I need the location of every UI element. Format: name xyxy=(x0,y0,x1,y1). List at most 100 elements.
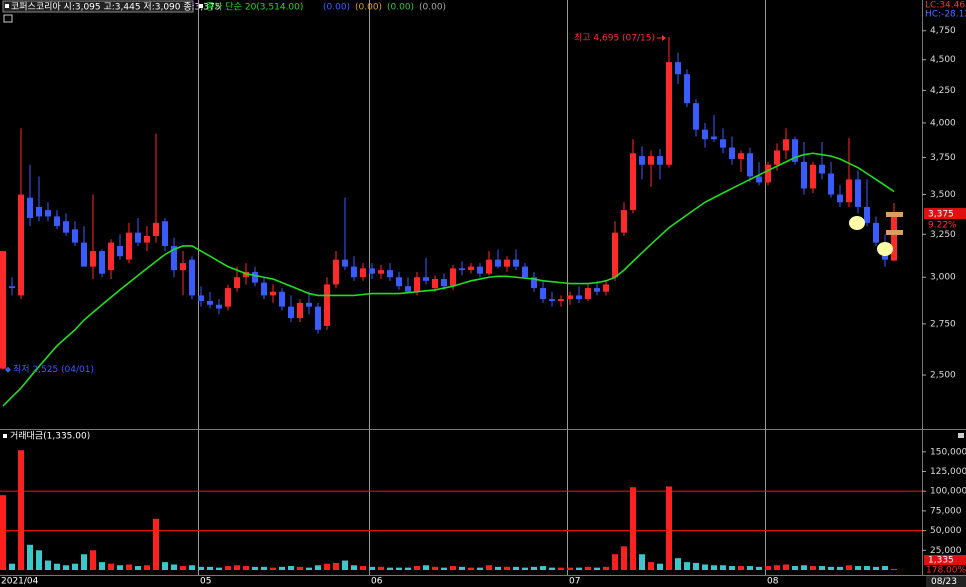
chart-title: 코퍼스코리아 시:3,095 고:3,445 저:3,090 종:3,375 xyxy=(11,2,220,13)
volume-bar xyxy=(234,565,240,570)
volume-bar xyxy=(126,564,132,570)
candle-body xyxy=(765,164,771,183)
candle-body xyxy=(891,214,897,261)
volume-bar xyxy=(99,562,105,570)
candle-body xyxy=(225,288,231,307)
candle-body xyxy=(396,277,402,287)
candle-body xyxy=(279,291,285,307)
volume-bar xyxy=(729,566,735,570)
candle-body xyxy=(414,277,420,292)
candle-body xyxy=(72,229,78,243)
volume-bar xyxy=(27,544,33,570)
candle-body xyxy=(594,288,600,292)
volume-bar xyxy=(216,567,222,570)
signal-bar xyxy=(886,230,903,235)
signal-bar xyxy=(886,212,903,217)
volume-bar xyxy=(513,566,519,570)
candle-body xyxy=(54,216,60,227)
candle-body xyxy=(45,210,51,217)
header-box xyxy=(2,0,194,13)
candle-body xyxy=(702,129,708,140)
volume-bar xyxy=(846,565,852,570)
candle-body xyxy=(504,259,510,267)
moving-average xyxy=(2,152,895,407)
candle-body xyxy=(828,173,834,195)
volume-bar xyxy=(810,566,816,570)
highlight xyxy=(849,216,865,230)
min-label: 최저 2,525 (04/01) xyxy=(13,364,94,375)
last-volume-box xyxy=(924,555,966,565)
panel-button[interactable] xyxy=(958,433,964,438)
candle-body xyxy=(27,197,33,219)
candle-body xyxy=(810,164,816,189)
change-label: 9.22% xyxy=(928,221,957,231)
volume-bar xyxy=(657,563,663,570)
volume-bar xyxy=(9,563,15,570)
candle-body xyxy=(711,136,717,140)
volume-bar xyxy=(684,562,690,570)
y-tick-label: 2,500 xyxy=(930,371,956,381)
candle-body xyxy=(738,153,744,159)
ma-legend: 종가 단순 20(3,514.00) xyxy=(206,2,303,13)
volume-bar xyxy=(603,566,609,570)
volume-bar xyxy=(585,566,591,570)
volume-bar xyxy=(342,560,348,570)
candle-body xyxy=(342,259,348,267)
indicator-value: (0.00) xyxy=(323,3,350,13)
x-tick-label: 2021/04 xyxy=(1,577,39,587)
max-label: 최고 4,695 (07/15) xyxy=(574,32,655,43)
x-tick-label: 08 xyxy=(767,577,779,587)
indicator-value: (0.00) xyxy=(419,3,446,13)
candle-body xyxy=(126,232,132,260)
volume-bar xyxy=(783,564,789,570)
candle-body xyxy=(369,268,375,274)
volume-bar xyxy=(873,566,879,570)
volume-bar xyxy=(495,566,501,570)
volume-bar xyxy=(351,565,357,570)
volume-bar xyxy=(864,566,870,570)
volume-bar xyxy=(594,567,600,570)
candle-body xyxy=(792,139,798,162)
candle-body xyxy=(567,295,573,300)
y-tick-label: 4,750 xyxy=(930,26,956,36)
y-tick-label: 25,000 xyxy=(930,546,962,556)
candle-body xyxy=(801,161,807,189)
candle-body xyxy=(576,295,582,300)
volume-bar xyxy=(18,450,24,570)
candle-body xyxy=(180,263,186,271)
hc-label: HC:-28.12 xyxy=(925,10,966,20)
candle-body xyxy=(189,259,195,296)
candle-body xyxy=(837,194,843,203)
candle-body xyxy=(486,259,492,274)
indicator-value: (0.00) xyxy=(355,3,382,13)
candle-body xyxy=(630,153,636,211)
indicator-value: (0.00) xyxy=(387,3,414,13)
candle-body xyxy=(198,295,204,302)
candle-body xyxy=(423,277,429,281)
candle-body xyxy=(351,266,357,278)
candle-body xyxy=(459,268,465,271)
volume-bar xyxy=(252,566,258,570)
volume-bar xyxy=(558,567,564,570)
candle-body xyxy=(756,176,762,183)
volume-bar xyxy=(243,566,249,570)
candle-body xyxy=(81,242,87,267)
volume-bar xyxy=(441,567,447,570)
x-tick-label: 06 xyxy=(371,577,383,587)
volume-bar xyxy=(153,518,159,570)
candle-body xyxy=(9,286,15,289)
date-box xyxy=(926,576,966,587)
volume-bar xyxy=(0,495,6,570)
candle-body xyxy=(864,206,870,223)
y-tick-label: 50,000 xyxy=(930,526,962,536)
volume-bar xyxy=(63,565,69,570)
volume-bar xyxy=(675,558,681,570)
candle-body xyxy=(549,299,555,302)
volume-bar xyxy=(747,566,753,570)
volume-bar xyxy=(108,563,114,570)
candle-body xyxy=(774,150,780,165)
x-tick-label: 05 xyxy=(200,577,211,587)
candle-body xyxy=(315,306,321,330)
volume-bar xyxy=(315,565,321,570)
